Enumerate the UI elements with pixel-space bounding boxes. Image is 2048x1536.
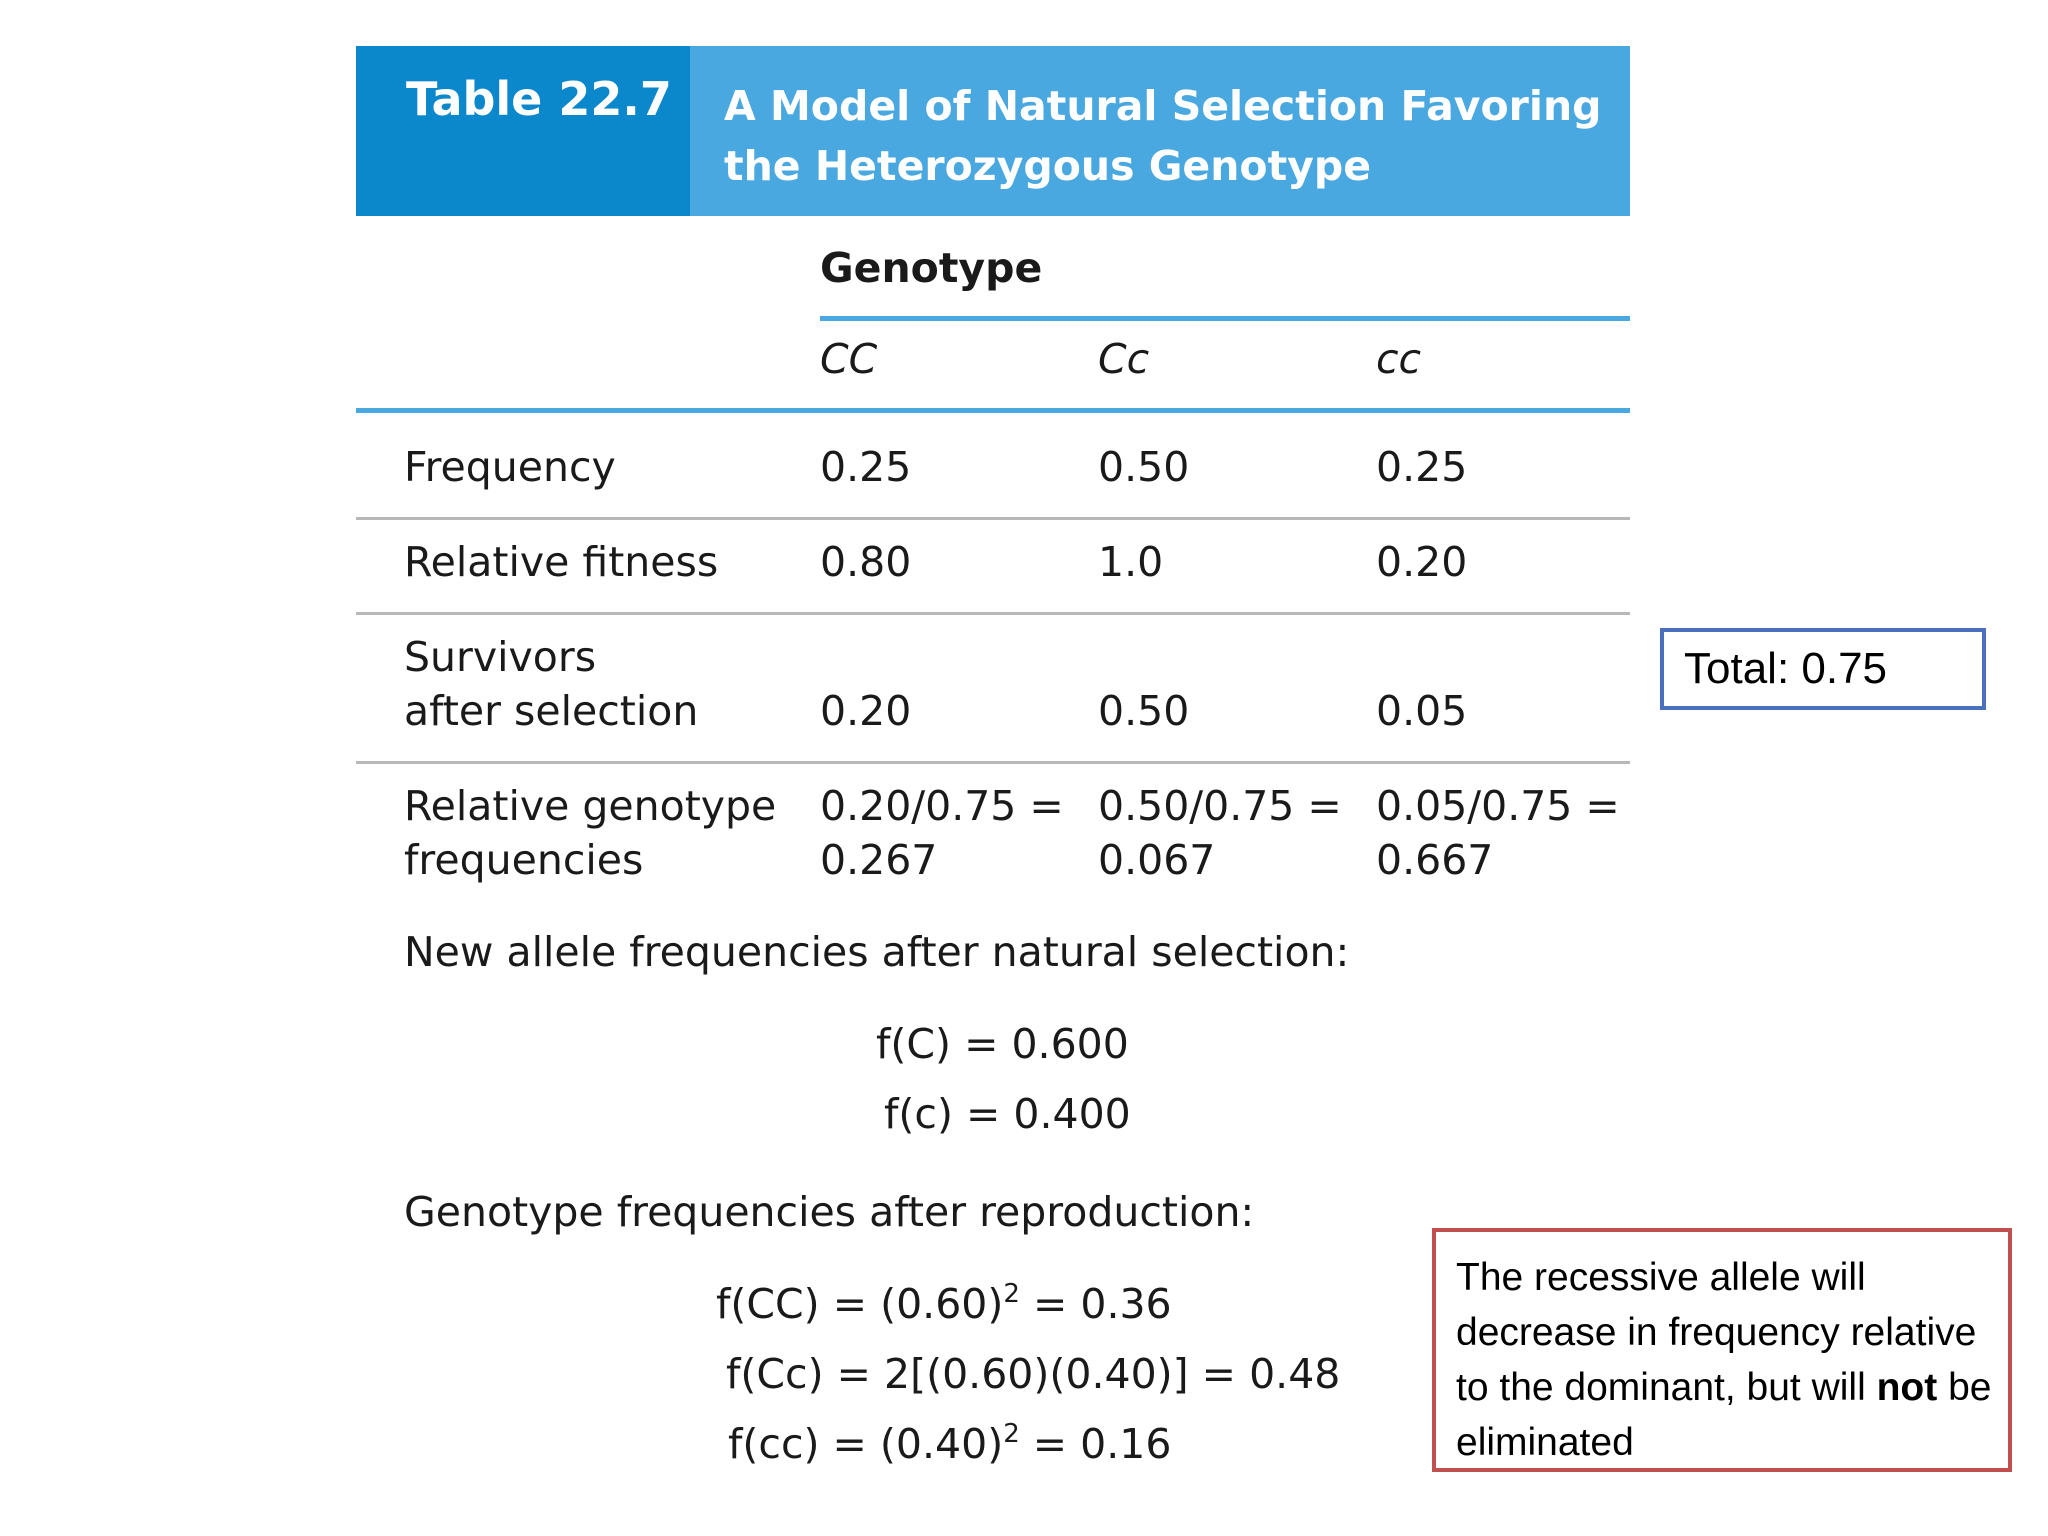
genotype-group-header: Genotype	[820, 244, 1043, 292]
row-label-survivors-line2: after selection	[404, 687, 699, 735]
cell-frequency-Cc: 0.50	[1098, 443, 1190, 491]
recessive-allele-note: The recessive allele will decrease in fr…	[1432, 1228, 2012, 1472]
row-label-survivors-line1: Survivors	[404, 633, 597, 681]
cell-relgeno-cc-value: 0.667	[1376, 836, 1494, 884]
total-annotation-box: Total: 0.75	[1660, 628, 1986, 710]
allele-section-heading: New allele frequencies after natural sel…	[404, 928, 1350, 976]
row-label-relative-fitness: Relative fitness	[404, 538, 719, 586]
genotype-equation-Cc: f(Cc) = 2[(0.60)(0.40)] = 0.48	[726, 1350, 1341, 1398]
cell-fitness-cc: 0.20	[1376, 538, 1468, 586]
row-label-relative-genotype-line1: Relative genotype	[404, 782, 777, 830]
cell-survivors-CC: 0.20	[820, 687, 912, 735]
cell-fitness-CC: 0.80	[820, 538, 912, 586]
table-title-banner: A Model of Natural Selection Favoring th…	[690, 46, 1630, 216]
row-label-relative-genotype-line2: frequencies	[404, 836, 644, 884]
column-header-Cc: Cc	[1098, 335, 1150, 383]
cell-relgeno-Cc-value: 0.067	[1098, 836, 1216, 884]
row-label-frequency: Frequency	[404, 443, 616, 491]
cell-relgeno-Cc-expr: 0.50/0.75 =	[1098, 782, 1342, 830]
cell-relgeno-CC-value: 0.267	[820, 836, 938, 884]
cell-fitness-Cc: 1.0	[1098, 538, 1164, 586]
row-divider	[356, 612, 1630, 615]
cell-survivors-Cc: 0.50	[1098, 687, 1190, 735]
column-header-cc: cc	[1376, 335, 1422, 383]
genotype-rule	[820, 316, 1630, 321]
cell-relgeno-CC-expr: 0.20/0.75 =	[820, 782, 1064, 830]
column-header-CC: CC	[820, 335, 878, 383]
row-divider	[356, 517, 1630, 520]
reproduction-section-heading: Genotype frequencies after reproduction:	[404, 1188, 1255, 1236]
cell-survivors-cc: 0.05	[1376, 687, 1468, 735]
cell-frequency-cc: 0.25	[1376, 443, 1468, 491]
allele-equation-c: f(c) = 0.400	[884, 1090, 1131, 1138]
row-divider	[356, 761, 1630, 764]
table-number: Table 22.7	[406, 72, 672, 126]
allele-equation-C: f(C) = 0.600	[876, 1020, 1129, 1068]
genotype-equation-CC: f(CC) = (0.60)2 = 0.36	[716, 1279, 1172, 1328]
header-bottom-rule	[356, 408, 1630, 413]
cell-relgeno-cc-expr: 0.05/0.75 =	[1376, 782, 1620, 830]
table-title: A Model of Natural Selection Favoring th…	[724, 82, 1602, 190]
genotype-equation-cc: f(cc) = (0.40)2 = 0.16	[728, 1419, 1172, 1468]
cell-frequency-CC: 0.25	[820, 443, 912, 491]
table-number-banner: Table 22.7	[356, 46, 690, 216]
